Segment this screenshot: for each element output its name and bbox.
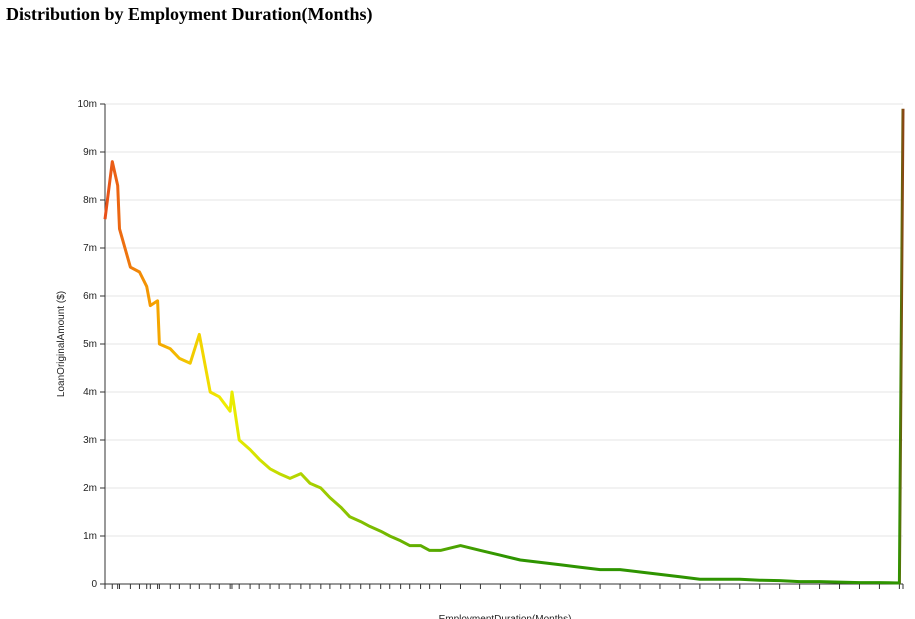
y-tick-label: 4m <box>83 387 97 398</box>
y-tick-label: 7m <box>83 243 97 254</box>
y-tick-label: 3m <box>83 435 97 446</box>
y-tick-label: 1m <box>83 531 97 542</box>
y-tick-label: 2m <box>83 483 97 494</box>
y-tick-label: 9m <box>83 147 97 158</box>
y-tick-label: 10m <box>78 99 97 110</box>
y-tick-label: 6m <box>83 291 97 302</box>
y-tick-label: 8m <box>83 195 97 206</box>
y-tick-label: 5m <box>83 339 97 350</box>
y-axis-label: LoanOriginalAmount ($) <box>56 291 67 397</box>
y-tick-label: 0 <box>91 579 97 590</box>
data-line <box>103 108 905 585</box>
chart-title: Distribution by Employment Duration(Mont… <box>6 4 373 24</box>
